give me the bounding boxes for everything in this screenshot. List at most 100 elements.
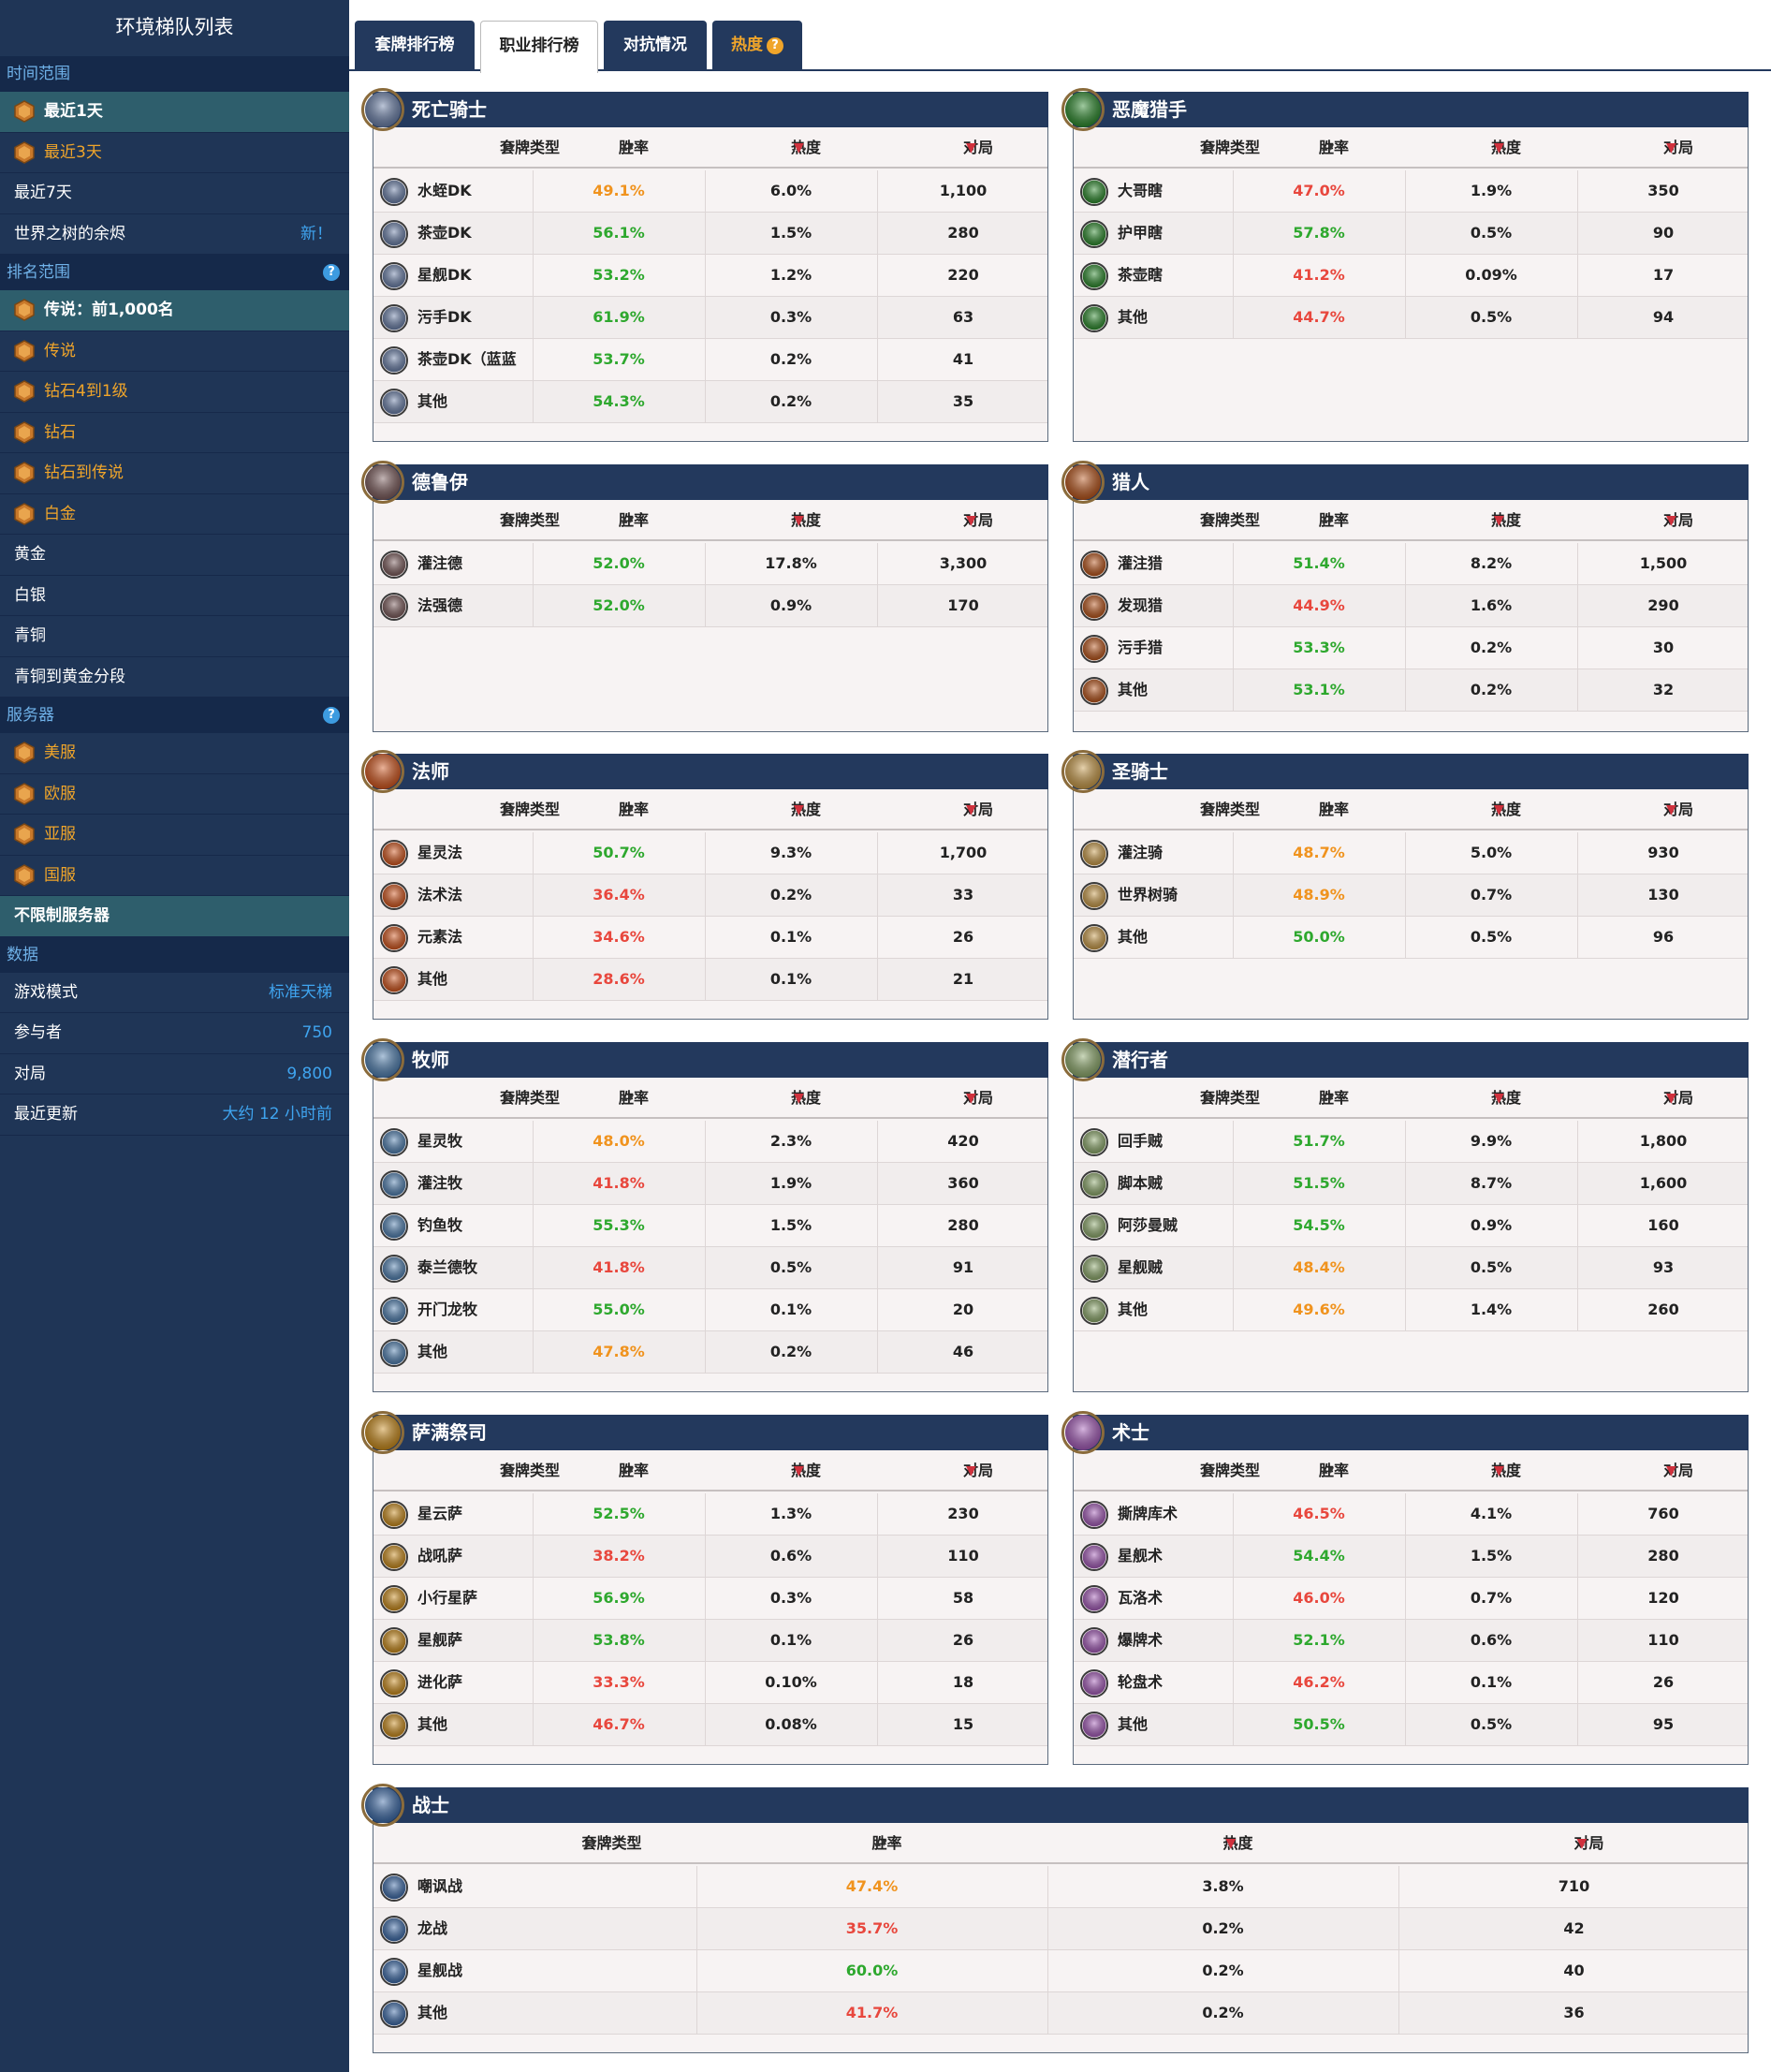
deck-row[interactable]: 进化萨 33.3% 0.10% 18 xyxy=(373,1662,1047,1704)
sidebar-item[interactable]: 青铜到黄金分段 xyxy=(0,657,349,698)
deck-row[interactable]: 法术法 36.4% 0.2% 33 xyxy=(373,874,1047,917)
sort-toggle-icon[interactable]: ▴▾ xyxy=(503,513,516,527)
deck-row[interactable]: 灌注德 52.0% 17.8% 3,300 xyxy=(373,543,1047,585)
sidebar-item[interactable]: 钻石到传说 xyxy=(0,453,349,494)
sort-desc-icon[interactable]: ▼ xyxy=(794,513,804,528)
deck-name[interactable]: 其他 xyxy=(1118,1715,1149,1733)
deck-name[interactable]: 灌注猎 xyxy=(1118,554,1164,572)
sort-desc-icon[interactable]: ▼ xyxy=(1666,513,1676,528)
sort-desc-icon[interactable]: ▼ xyxy=(966,802,976,817)
deck-name[interactable]: 星舰DK xyxy=(417,266,472,284)
help-icon[interactable]: ? xyxy=(323,707,340,724)
sort-desc-icon[interactable]: ▼ xyxy=(794,140,804,155)
deck-row[interactable]: 爆牌术 52.1% 0.6% 110 xyxy=(1074,1620,1748,1662)
sort-desc-icon[interactable]: ▼ xyxy=(1576,1836,1588,1851)
deck-name[interactable]: 战吼萨 xyxy=(417,1547,463,1565)
help-icon[interactable]: ? xyxy=(323,264,340,281)
sort-desc-icon[interactable]: ▼ xyxy=(966,140,976,155)
deck-name[interactable]: 星舰贼 xyxy=(1118,1258,1164,1276)
deck-row[interactable]: 星灵法 50.7% 9.3% 1,700 xyxy=(373,832,1047,874)
deck-row[interactable]: 星灵牧 48.0% 2.3% 420 xyxy=(373,1121,1047,1163)
deck-name[interactable]: 回手贼 xyxy=(1118,1132,1164,1150)
deck-name[interactable]: 泰兰德牧 xyxy=(417,1258,478,1276)
sort-desc-icon[interactable]: ▼ xyxy=(1494,1091,1504,1106)
deck-name[interactable]: 小行星萨 xyxy=(417,1589,478,1607)
sort-toggle-icon[interactable]: ▴▾ xyxy=(503,1091,516,1105)
deck-row[interactable]: 灌注猎 51.4% 8.2% 1,500 xyxy=(1074,543,1748,585)
sort-desc-icon[interactable]: ▼ xyxy=(966,1463,976,1478)
sidebar-item[interactable]: 传说：前1,000名 xyxy=(0,290,349,331)
sort-toggle-icon[interactable]: ▴▾ xyxy=(1203,140,1216,154)
deck-row[interactable]: 星舰DK 53.2% 1.2% 220 xyxy=(373,255,1047,297)
sort-toggle-icon[interactable]: ▴▾ xyxy=(622,1463,635,1477)
deck-row[interactable]: 星舰战 60.0% 0.2% 40 xyxy=(373,1950,1748,1992)
sort-desc-icon[interactable]: ▼ xyxy=(1666,1463,1676,1478)
sort-desc-icon[interactable]: ▼ xyxy=(966,1091,976,1106)
tab-4[interactable]: 热度? xyxy=(712,21,802,69)
deck-row[interactable]: 灌注骑 48.7% 5.0% 930 xyxy=(1074,832,1748,874)
deck-name[interactable]: 瓦洛术 xyxy=(1118,1589,1164,1607)
sidebar-item[interactable]: 青铜 xyxy=(0,616,349,657)
deck-name[interactable]: 星灵法 xyxy=(417,844,463,861)
deck-name[interactable]: 其他 xyxy=(417,970,448,988)
deck-name[interactable]: 脚本贼 xyxy=(1118,1174,1164,1192)
deck-row[interactable]: 泰兰德牧 41.8% 0.5% 91 xyxy=(373,1247,1047,1289)
deck-row[interactable]: 茶壶瞎 41.2% 0.09% 17 xyxy=(1074,255,1748,297)
deck-row[interactable]: 星舰术 54.4% 1.5% 280 xyxy=(1074,1536,1748,1578)
deck-name[interactable]: 法术法 xyxy=(417,886,463,904)
deck-name[interactable]: 其他 xyxy=(1118,308,1149,326)
deck-name[interactable]: 进化萨 xyxy=(417,1673,463,1691)
deck-row[interactable]: 其他 50.5% 0.5% 95 xyxy=(1074,1704,1748,1746)
deck-name[interactable]: 护甲瞎 xyxy=(1118,224,1164,242)
sort-desc-icon[interactable]: ▼ xyxy=(1494,802,1504,817)
deck-name[interactable]: 星舰战 xyxy=(417,1962,463,1979)
deck-name[interactable]: 嘲讽战 xyxy=(417,1877,463,1895)
deck-row[interactable]: 水蛭DK 49.1% 6.0% 1,100 xyxy=(373,170,1047,213)
sidebar-item[interactable]: 欧服 xyxy=(0,774,349,815)
deck-row[interactable]: 小行星萨 56.9% 0.3% 58 xyxy=(373,1578,1047,1620)
sort-toggle-icon[interactable]: ▴▾ xyxy=(1322,140,1335,154)
deck-name[interactable]: 龙战 xyxy=(417,1919,448,1937)
deck-name[interactable]: 轮盘术 xyxy=(1118,1673,1164,1691)
deck-row[interactable]: 其他 50.0% 0.5% 96 xyxy=(1074,917,1748,959)
sort-toggle-icon[interactable]: ▴▾ xyxy=(1203,1091,1216,1105)
sidebar-item[interactable]: 最近7天 xyxy=(0,173,349,214)
deck-row[interactable]: 撕牌库术 46.5% 4.1% 760 xyxy=(1074,1493,1748,1536)
sort-toggle-icon[interactable]: ▴▾ xyxy=(1203,802,1216,816)
sort-desc-icon[interactable]: ▼ xyxy=(966,513,976,528)
deck-name[interactable]: 阿莎曼贼 xyxy=(1118,1216,1178,1234)
sort-desc-icon[interactable]: ▼ xyxy=(1666,140,1676,155)
sort-toggle-icon[interactable]: ▴▾ xyxy=(503,140,516,154)
sidebar-item[interactable]: 不限制服务器 xyxy=(0,896,349,937)
sidebar-item[interactable]: 国服 xyxy=(0,856,349,896)
deck-name[interactable]: 大哥瞎 xyxy=(1118,182,1164,199)
deck-row[interactable]: 污手DK 61.9% 0.3% 63 xyxy=(373,297,1047,339)
help-icon[interactable]: ? xyxy=(767,37,783,54)
deck-row[interactable]: 回手贼 51.7% 9.9% 1,800 xyxy=(1074,1121,1748,1163)
tab-2[interactable]: 职业排行榜 xyxy=(480,21,598,73)
tab-3[interactable]: 对抗情况 xyxy=(604,21,707,69)
deck-row[interactable]: 元素法 34.6% 0.1% 26 xyxy=(373,917,1047,959)
sidebar-item[interactable]: 最近3天 xyxy=(0,133,349,173)
deck-name[interactable]: 爆牌术 xyxy=(1118,1631,1164,1649)
deck-row[interactable]: 其他 41.7% 0.2% 36 xyxy=(373,1992,1748,2035)
sidebar-item[interactable]: 黄金 xyxy=(0,535,349,576)
deck-row[interactable]: 其他 44.7% 0.5% 94 xyxy=(1074,297,1748,339)
sort-toggle-icon[interactable]: ▴▾ xyxy=(1322,802,1335,816)
sidebar-item[interactable]: 美服 xyxy=(0,733,349,774)
deck-row[interactable]: 其他 46.7% 0.08% 15 xyxy=(373,1704,1047,1746)
deck-row[interactable]: 法强德 52.0% 0.9% 170 xyxy=(373,585,1047,627)
deck-name[interactable]: 发现猎 xyxy=(1118,596,1164,614)
deck-name[interactable]: 水蛭DK xyxy=(417,182,472,199)
sort-toggle-icon[interactable]: ▴▾ xyxy=(622,513,635,527)
deck-name[interactable]: 其他 xyxy=(1118,1301,1149,1318)
deck-row[interactable]: 钓鱼牧 55.3% 1.5% 280 xyxy=(373,1205,1047,1247)
deck-name[interactable]: 开门龙牧 xyxy=(417,1301,478,1318)
tab-1[interactable]: 套牌排行榜 xyxy=(355,21,475,69)
sort-toggle-icon[interactable]: ▴▾ xyxy=(874,1836,887,1850)
deck-row[interactable]: 其他 28.6% 0.1% 21 xyxy=(373,959,1047,1001)
deck-name[interactable]: 污手猎 xyxy=(1118,639,1164,656)
sort-toggle-icon[interactable]: ▴▾ xyxy=(1322,1091,1335,1105)
deck-name[interactable]: 污手DK xyxy=(417,308,472,326)
deck-row[interactable]: 开门龙牧 55.0% 0.1% 20 xyxy=(373,1289,1047,1331)
